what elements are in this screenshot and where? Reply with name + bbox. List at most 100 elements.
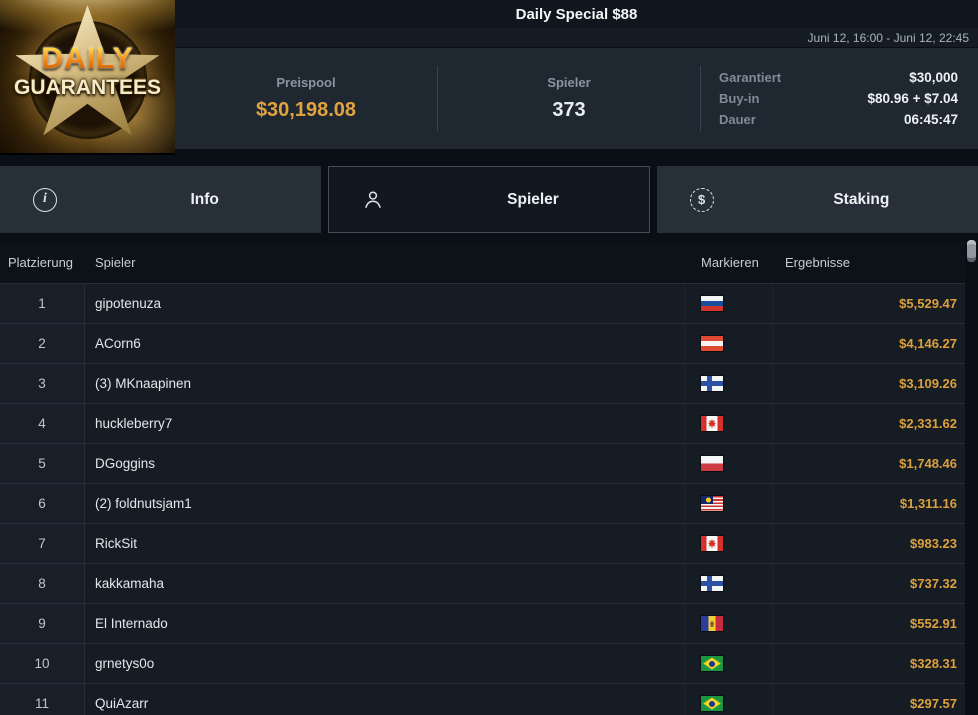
table-row[interactable]: 11 QuiAzarr $297.57 xyxy=(0,683,978,715)
result-amount: $2,331.62 xyxy=(772,404,978,443)
column-header-mark: Markieren xyxy=(701,255,759,270)
tab-bar: Info Spieler Staking xyxy=(0,166,978,233)
result-amount: $1,748.46 xyxy=(772,444,978,483)
player-name: kakkamaha xyxy=(95,576,165,591)
country-flag-icon xyxy=(701,496,723,511)
scrollbar-track[interactable] xyxy=(965,235,978,715)
column-header-result: Ergebnisse xyxy=(785,255,851,270)
player-name: grnetys0o xyxy=(95,656,155,671)
country-flag-icon xyxy=(701,696,723,711)
tab-info[interactable]: Info xyxy=(0,166,322,233)
tab-spieler[interactable]: Spieler xyxy=(328,166,650,233)
rank-cell: 4 xyxy=(0,404,85,443)
column-header-rank: Platzierung xyxy=(8,255,74,270)
result-amount: $552.91 xyxy=(772,604,978,643)
scrollbar-thumb[interactable] xyxy=(967,240,976,262)
daily-guarantees-logo: DAILY GUARANTEES xyxy=(0,0,175,155)
user-icon xyxy=(365,190,382,208)
country-flag-icon xyxy=(701,336,723,351)
country-flag-icon xyxy=(701,376,723,391)
country-flag-icon xyxy=(701,296,723,311)
guaranteed-value: $30,000 xyxy=(909,70,958,85)
duration-value: 06:45:47 xyxy=(903,112,958,127)
result-amount: $328.31 xyxy=(772,644,978,683)
logo-text-daily: DAILY xyxy=(0,42,175,76)
table-row[interactable]: 6 (2) foldnutsjam1 $1,311.16 xyxy=(0,483,978,523)
country-flag-icon xyxy=(701,656,723,671)
result-amount: $983.23 xyxy=(772,524,978,563)
country-flag-icon xyxy=(701,536,723,551)
rank-cell: 6 xyxy=(0,484,85,523)
stats-panel: Preispool $30,198.08 Spieler 373 Garanti… xyxy=(175,48,978,149)
page-title: Daily Special $88 xyxy=(515,5,638,23)
rank-cell: 1 xyxy=(0,284,85,323)
players-value: 373 xyxy=(552,99,586,121)
divider xyxy=(437,66,438,131)
flag-cell xyxy=(684,524,772,563)
players-stat: Spieler 373 xyxy=(438,48,700,149)
prizepool-value: $30,198.08 xyxy=(255,99,357,121)
buyin-value: $80.96 + $7.04 xyxy=(867,91,958,106)
table-header: Platzierung Spieler Markieren Ergebnisse xyxy=(0,242,978,283)
player-name: DGoggins xyxy=(95,456,156,471)
flag-cell xyxy=(684,404,772,443)
table-row[interactable]: 4 huckleberry7 $2,331.62 xyxy=(0,403,978,443)
info-icon xyxy=(33,187,57,212)
duration-row: Dauer 06:45:47 xyxy=(719,112,958,127)
rank-cell: 10 xyxy=(0,644,85,683)
rank-cell: 2 xyxy=(0,324,85,363)
schedule-bar: Juni 12, 16:00 - Juni 12, 22:45 xyxy=(175,28,978,47)
flag-cell xyxy=(684,684,772,715)
table-row[interactable]: 3 (3) MKnaapinen $3,109.26 xyxy=(0,363,978,403)
player-name: huckleberry7 xyxy=(95,416,173,431)
result-amount: $297.57 xyxy=(772,684,978,715)
tab-staking-label: Staking xyxy=(833,190,890,208)
table-row[interactable]: 10 grnetys0o $328.31 xyxy=(0,643,978,683)
table-row[interactable]: 1 gipotenuza $5,529.47 xyxy=(0,283,978,323)
tab-staking[interactable]: Staking xyxy=(656,166,978,233)
player-name: (2) foldnutsjam1 xyxy=(95,496,192,511)
table-row[interactable]: 9 El Internado $552.91 xyxy=(0,603,978,643)
player-name: ACorn6 xyxy=(95,336,141,351)
rank-cell: 8 xyxy=(0,564,85,603)
player-name: RickSit xyxy=(95,536,138,551)
guaranteed-row: Garantiert $30,000 xyxy=(719,70,958,85)
guaranteed-label: Garantiert xyxy=(719,70,782,85)
result-amount: $1,311.16 xyxy=(772,484,978,523)
players-label: Spieler xyxy=(547,75,591,90)
tab-info-label: Info xyxy=(190,190,219,208)
player-name: gipotenuza xyxy=(95,296,162,311)
result-amount: $4,146.27 xyxy=(772,324,978,363)
rank-cell: 7 xyxy=(0,524,85,563)
table-row[interactable]: 8 kakkamaha $737.32 xyxy=(0,563,978,603)
logo-text-guarantees: GUARANTEES xyxy=(13,76,161,99)
dollar-icon xyxy=(689,187,714,212)
flag-cell xyxy=(684,564,772,603)
country-flag-icon xyxy=(701,616,723,631)
rank-cell: 9 xyxy=(0,604,85,643)
schedule-text: Juni 12, 16:00 - Juni 12, 22:45 xyxy=(807,30,969,45)
rank-cell: 5 xyxy=(0,444,85,483)
player-name: (3) MKnaapinen xyxy=(95,376,192,391)
result-amount: $737.32 xyxy=(772,564,978,603)
header-right: Daily Special $88 Juni 12, 16:00 - Juni … xyxy=(175,0,978,157)
buyin-row: Buy-in $80.96 + $7.04 xyxy=(719,91,958,106)
table-row[interactable]: 5 DGoggins $1,748.46 xyxy=(0,443,978,483)
player-name: QuiAzarr xyxy=(95,696,149,711)
prizepool-label: Preispool xyxy=(276,75,336,90)
flag-cell xyxy=(684,644,772,683)
country-flag-icon xyxy=(701,456,723,471)
title-bar: Daily Special $88 xyxy=(175,0,978,28)
result-amount: $5,529.47 xyxy=(772,284,978,323)
prizepool-stat: Preispool $30,198.08 xyxy=(175,48,437,149)
table-row[interactable]: 7 RickSit $983.23 xyxy=(0,523,978,563)
tab-spieler-label: Spieler xyxy=(507,190,559,208)
divider xyxy=(700,66,701,131)
flag-cell xyxy=(684,484,772,523)
country-flag-icon xyxy=(701,416,723,431)
flag-cell xyxy=(684,604,772,643)
table-row[interactable]: 2 ACorn6 $4,146.27 xyxy=(0,323,978,363)
tournament-details: Garantiert $30,000 Buy-in $80.96 + $7.04… xyxy=(701,48,978,149)
country-flag-icon xyxy=(701,576,723,591)
table-body: 1 gipotenuza $5,529.47 2 ACorn6 $4,146.2… xyxy=(0,283,978,715)
